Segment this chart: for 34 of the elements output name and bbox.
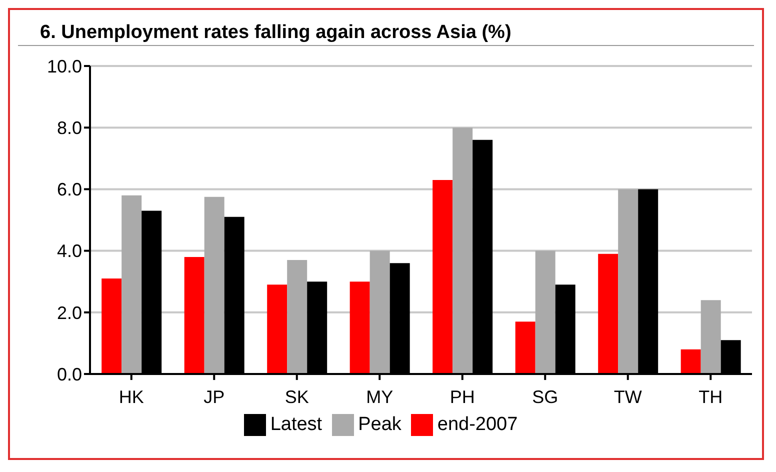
bar — [680, 349, 701, 374]
x-tick-label: TH — [698, 386, 723, 407]
x-tick-label: SG — [532, 386, 558, 407]
bar — [618, 189, 638, 374]
y-tick-label: 8.0 — [56, 118, 82, 138]
y-tick-label: 4.0 — [56, 241, 82, 262]
bar — [267, 284, 288, 374]
bar — [102, 278, 122, 374]
bar — [204, 196, 224, 374]
y-tick-label: 10.0 — [46, 56, 82, 76]
chart-title: 6. Unemployment rates falling again across Asia (%) — [18, 10, 754, 46]
legend-label: Peak — [358, 414, 402, 435]
bar — [452, 128, 473, 374]
bar — [432, 180, 453, 374]
bar — [287, 260, 308, 374]
bar — [184, 256, 204, 374]
x-tick-label: TW — [614, 386, 642, 407]
x-tick-label: MY — [366, 386, 394, 407]
y-tick-label: 2.0 — [56, 302, 82, 323]
bar — [350, 282, 370, 374]
x-tick-label: PH — [450, 386, 475, 407]
bar — [122, 195, 142, 374]
bar — [598, 254, 618, 374]
bar — [700, 300, 721, 374]
bar — [535, 250, 556, 374]
y-tick-label: 0.0 — [56, 364, 82, 384]
bar — [370, 250, 390, 374]
y-tick-label: 6.0 — [56, 180, 82, 200]
x-tick-label: SK — [284, 386, 309, 407]
x-tick-label: HK — [118, 386, 144, 407]
x-tick-label: JP — [204, 386, 225, 407]
legend-label: Latest — [270, 414, 322, 435]
legend-label: end-2007 — [437, 414, 518, 435]
bar — [515, 322, 536, 374]
